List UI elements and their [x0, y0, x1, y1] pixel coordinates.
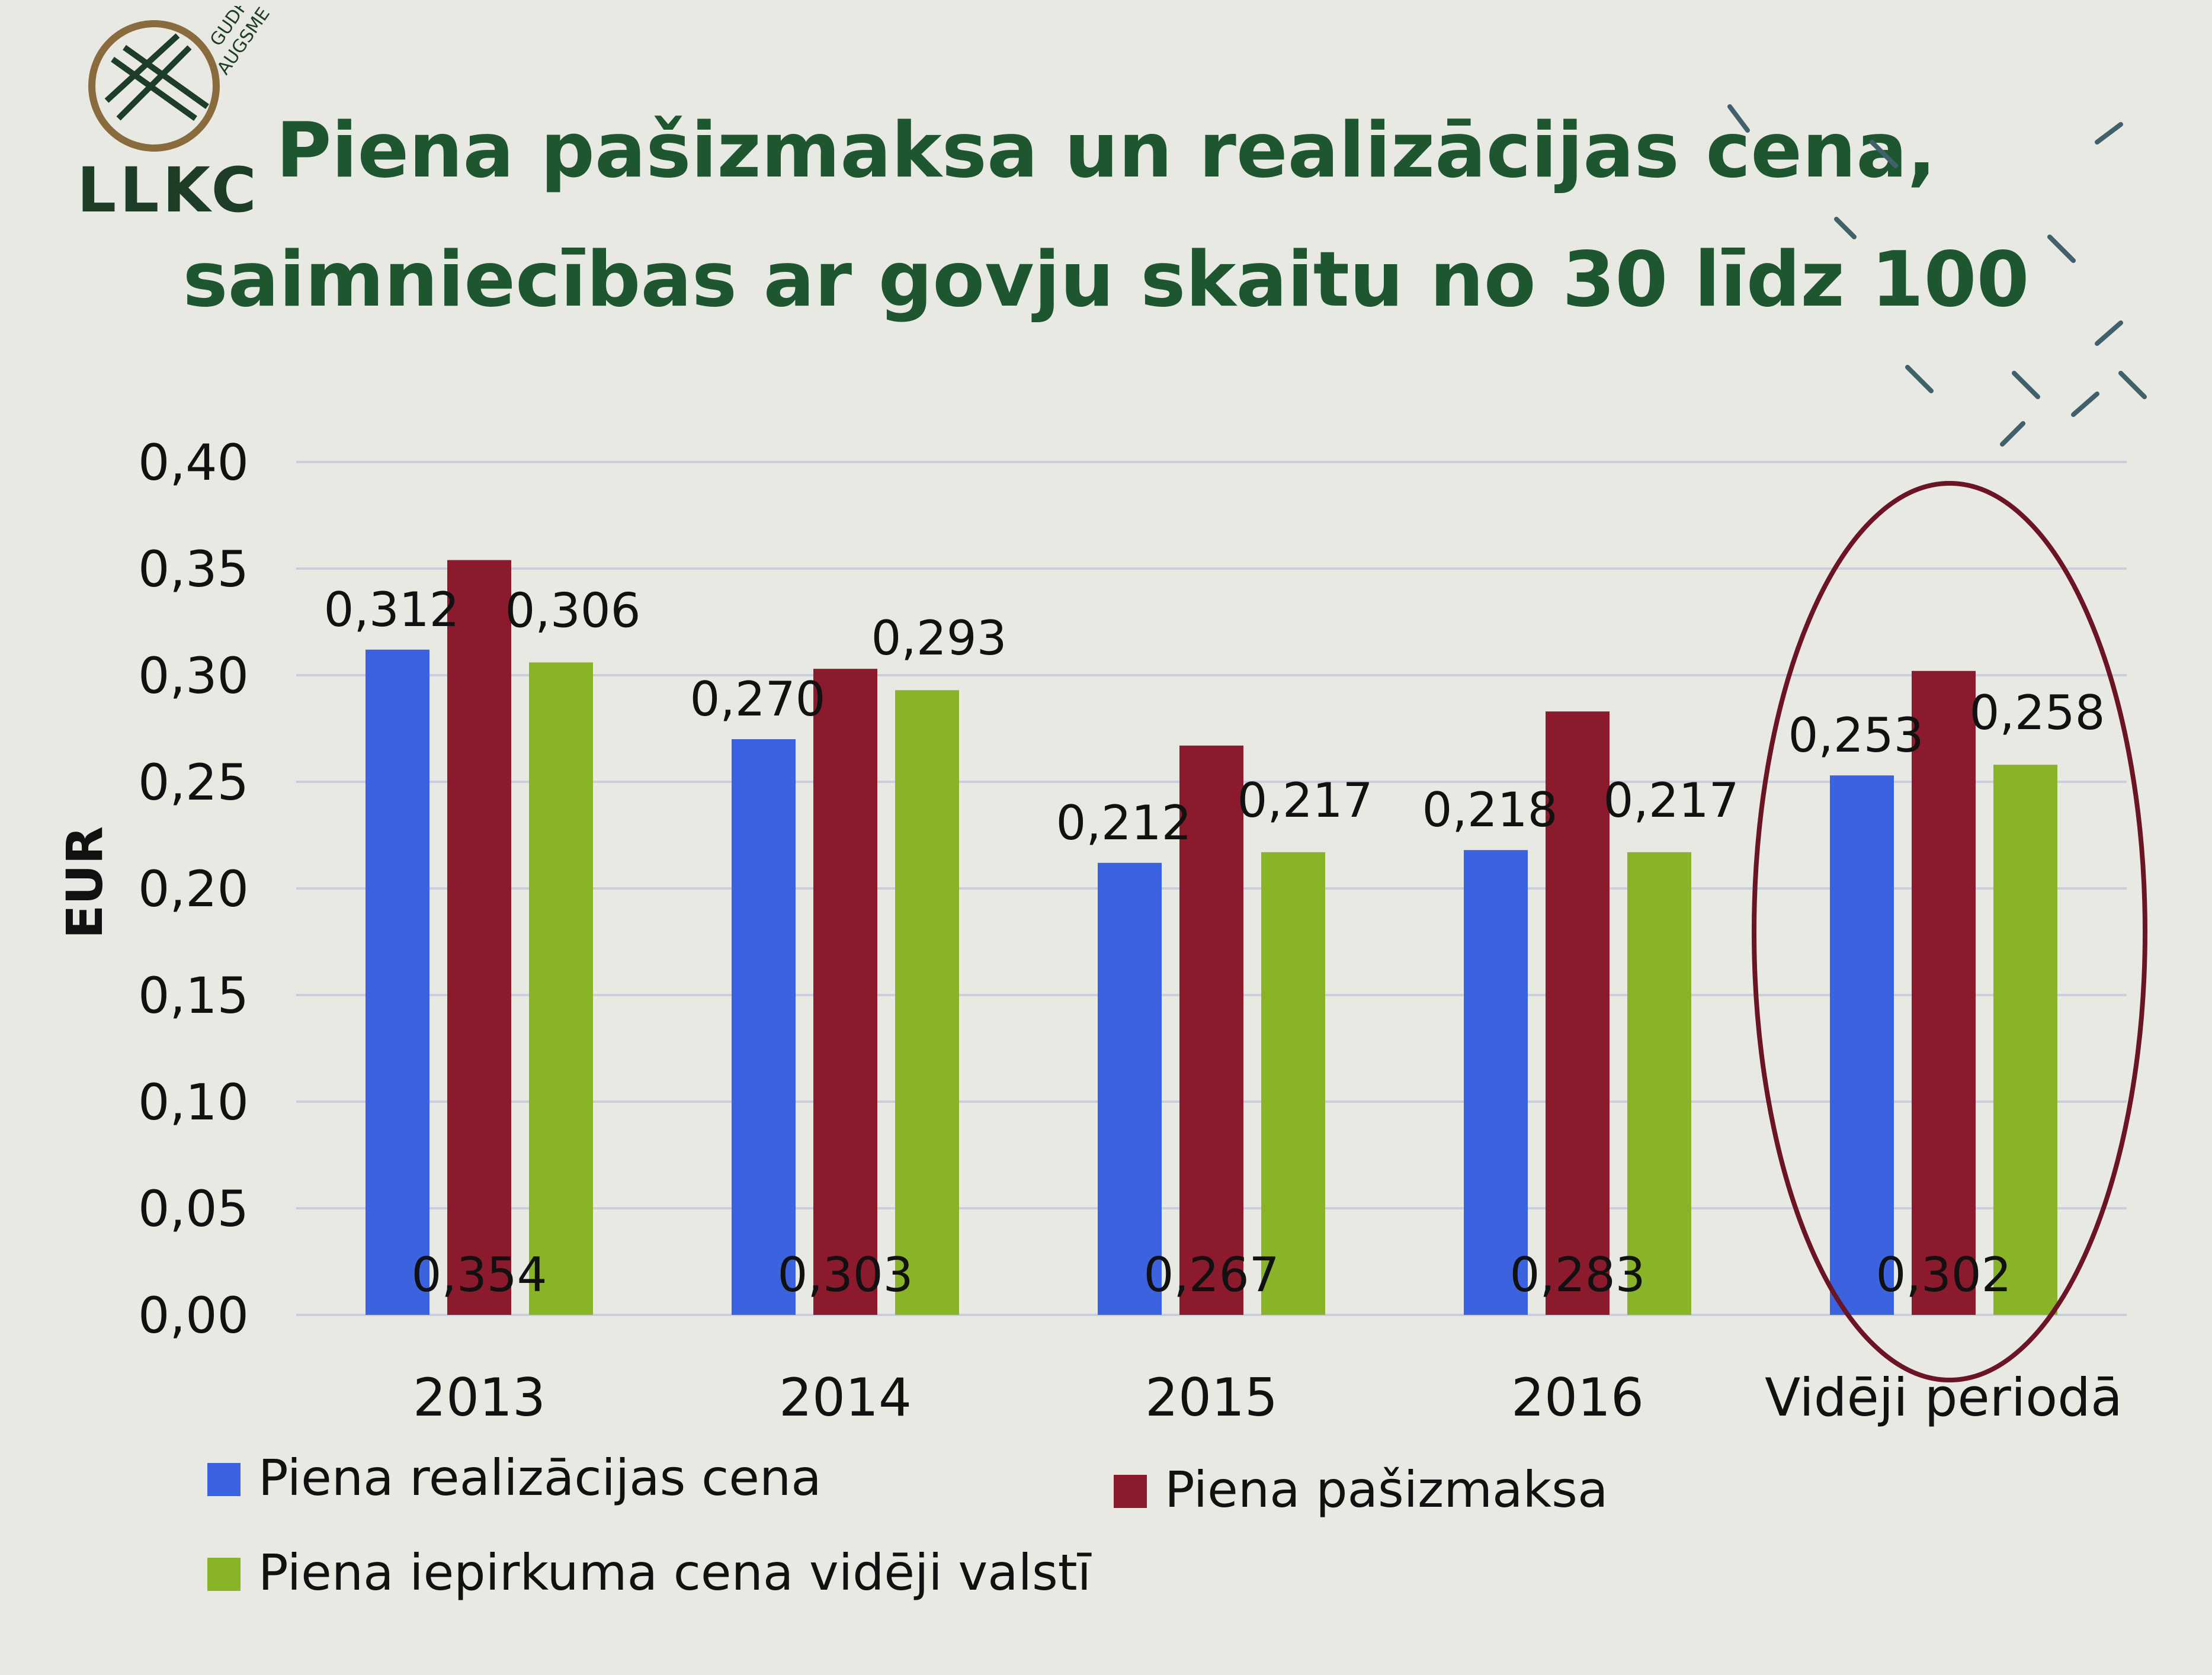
data-label: 0,293	[871, 611, 1006, 666]
data-label: 0,354	[411, 1247, 547, 1302]
bar	[529, 662, 593, 1315]
data-label: 0,253	[1788, 708, 1924, 763]
legend-label-iepirkuma: Piena iepirkuma cena vidēji valstī	[258, 1544, 1092, 1602]
data-label: 0,267	[1143, 1247, 1279, 1302]
y-tick-label: 0,35	[138, 540, 249, 598]
x-tick-label: 2016	[1511, 1367, 1644, 1428]
highlight-ellipse	[1752, 481, 2147, 1382]
bar	[447, 560, 511, 1315]
data-label: 0,212	[1056, 795, 1191, 851]
x-tick-label: 2015	[1145, 1367, 1278, 1428]
data-label: 0,217	[1237, 773, 1373, 828]
bar	[1830, 775, 1894, 1315]
title-line-1: Piena pašizmaksa un realizācijas cena,	[275, 107, 1937, 195]
bar	[1546, 711, 1610, 1315]
y-axis-label: EUR	[56, 826, 114, 939]
data-label: 0,270	[690, 672, 825, 727]
logo-text: LLKC	[77, 154, 260, 226]
data-label: 0,258	[1969, 685, 2105, 740]
bar	[1464, 850, 1528, 1315]
bar	[1261, 852, 1325, 1315]
y-tick-label: 0,10	[138, 1073, 249, 1131]
y-tick-label: 0,25	[138, 753, 249, 811]
bar	[813, 669, 877, 1315]
data-label: 0,306	[505, 583, 640, 638]
x-tick-label: 2014	[779, 1367, 912, 1428]
legend-swatch-realizacijas	[207, 1463, 241, 1496]
data-label: 0,303	[777, 1247, 913, 1302]
data-label: 0,312	[323, 582, 459, 637]
data-label: 0,283	[1509, 1247, 1645, 1302]
bar	[1912, 670, 1976, 1315]
bar	[1179, 745, 1243, 1315]
y-tick-label: 0,05	[138, 1180, 249, 1238]
data-label: 0,217	[1603, 773, 1739, 828]
y-tick-label: 0,15	[138, 967, 249, 1025]
legend-swatch-iepirkuma	[207, 1558, 241, 1591]
bar	[732, 739, 796, 1315]
legend-swatch-pasizmaksa	[1114, 1475, 1147, 1508]
x-tick-label: Vidēji periodā	[1765, 1367, 2123, 1428]
legend-label-realizacijas: Piena realizācijas cena	[258, 1449, 822, 1507]
y-tick-label: 0,20	[138, 860, 249, 918]
data-label: 0,302	[1876, 1247, 2011, 1302]
title-line-2: saimniecības ar govju skaitu no 30 līdz …	[182, 236, 2030, 324]
bar	[1627, 852, 1691, 1315]
bar	[895, 690, 959, 1315]
bar	[1098, 862, 1162, 1315]
logo: GUDRA AUGSME	[71, 0, 284, 219]
logo-emblem-icon: GUDRA AUGSME	[88, 0, 274, 152]
y-tick-label: 0,30	[138, 647, 249, 705]
bar	[1993, 765, 2057, 1315]
data-label: 0,218	[1422, 782, 1557, 838]
x-tick-label: 2013	[413, 1367, 546, 1428]
legend-label-pasizmaksa: Piena pašizmaksa	[1165, 1461, 1608, 1519]
bar	[366, 649, 429, 1315]
y-tick-label: 0,00	[138, 1286, 249, 1345]
y-tick-label: 0,40	[138, 434, 249, 492]
